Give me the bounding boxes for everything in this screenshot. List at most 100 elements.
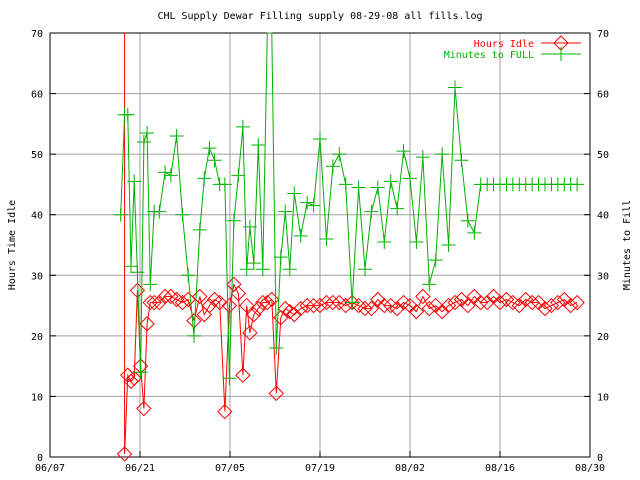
- data-point-hours-idle: [242, 325, 258, 341]
- data-point-minutes-to-full: [435, 147, 450, 162]
- x-tick-label: 07/19: [305, 463, 335, 474]
- data-point-hours-idle: [305, 297, 322, 314]
- data-point-minutes-to-full: [246, 256, 261, 271]
- data-point-hours-idle: [563, 297, 579, 314]
- data-point-minutes-to-full: [255, 262, 270, 277]
- data-point-minutes-to-full: [207, 153, 222, 168]
- data-point-hours-idle: [440, 297, 457, 314]
- data-point-minutes-to-full: [140, 125, 155, 140]
- data-point-hours-idle: [192, 288, 208, 305]
- data-point-minutes-to-full: [181, 268, 196, 283]
- data-point-minutes-to-full: [287, 186, 302, 201]
- data-point-hours-idle: [460, 297, 476, 314]
- data-point-hours-idle: [212, 294, 228, 311]
- data-point-minutes-to-full: [441, 238, 456, 252]
- data-point-minutes-to-full: [293, 228, 308, 243]
- data-point-hours-idle: [325, 294, 341, 311]
- data-point-hours-idle: [524, 294, 540, 311]
- data-point-minutes-to-full: [202, 141, 217, 156]
- data-point-minutes-to-full: [136, 135, 151, 150]
- data-point-hours-idle: [239, 297, 255, 314]
- x-tick-label: 06/07: [35, 463, 65, 474]
- data-point-minutes-to-full: [570, 177, 585, 192]
- y-axis-ticks: 0 10 20 30 40 50 60 70: [31, 29, 56, 464]
- y2-tick-label: 10: [597, 392, 609, 403]
- series-hours-idle: [116, 33, 585, 462]
- data-point-hours-idle: [312, 297, 328, 314]
- data-point-hours-idle: [217, 403, 233, 420]
- data-point-minutes-to-full: [226, 213, 241, 228]
- data-point-minutes-to-full: [120, 107, 135, 122]
- x-axis-ticks: 06/07 06/21 07/05 07/19 08/02 08/16 08/30: [35, 451, 605, 474]
- data-point-hours-idle: [543, 297, 560, 314]
- x-tick-label: 08/16: [485, 463, 515, 474]
- series-layer: [113, 32, 585, 462]
- data-point-minutes-to-full: [332, 147, 347, 162]
- data-point-hours-idle: [250, 300, 266, 317]
- data-point-minutes-to-full: [231, 168, 246, 183]
- data-point-minutes-to-full: [422, 277, 437, 292]
- data-point-hours-idle: [550, 294, 566, 311]
- data-point-minutes-to-full: [313, 132, 327, 146]
- data-point-minutes-to-full: [409, 234, 424, 249]
- data-point-minutes-to-full: [370, 180, 385, 195]
- data-point-hours-idle: [569, 294, 585, 311]
- series-minutes-to-full: [113, 32, 585, 386]
- data-point-hours-idle: [408, 303, 425, 320]
- data-point-minutes-to-full: [127, 174, 142, 189]
- data-point-minutes-to-full: [222, 371, 237, 386]
- data-point-minutes-to-full: [187, 328, 201, 343]
- data-point-minutes-to-full: [235, 119, 250, 134]
- data-point-hours-idle: [363, 300, 380, 317]
- data-point-minutes-to-full: [143, 277, 158, 292]
- data-point-hours-idle: [338, 297, 354, 314]
- x-tick-label: 08/30: [575, 463, 605, 474]
- data-point-hours-idle: [174, 294, 191, 311]
- data-point-hours-idle: [434, 303, 450, 320]
- data-point-minutes-to-full: [269, 340, 284, 355]
- data-point-minutes-to-full: [300, 195, 315, 210]
- data-point-hours-idle: [123, 373, 139, 389]
- data-point-minutes-to-full: [192, 222, 207, 237]
- data-point-hours-idle: [277, 300, 293, 317]
- data-point-minutes-to-full: [396, 144, 411, 159]
- data-point-minutes-to-full: [130, 265, 145, 280]
- data-point-hours-idle: [376, 297, 392, 314]
- data-point-hours-idle: [255, 294, 271, 311]
- data-point-hours-idle: [206, 291, 223, 308]
- data-point-hours-idle: [126, 370, 142, 386]
- data-point-minutes-to-full: [306, 198, 321, 213]
- data-point-hours-idle: [157, 288, 173, 305]
- y-tick-label: 50: [31, 150, 43, 161]
- data-point-minutes-to-full: [282, 262, 297, 277]
- data-point-minutes-to-full: [239, 262, 254, 277]
- data-point-hours-idle: [299, 297, 315, 314]
- data-point-hours-idle: [473, 294, 489, 311]
- chart-title: CHL Supply Dewar Filling supply 08-29-08…: [157, 11, 482, 22]
- data-point-hours-idle: [146, 294, 162, 311]
- data-point-hours-idle: [293, 300, 309, 317]
- x-tick-label: 07/05: [215, 463, 245, 474]
- data-point-hours-idle: [537, 300, 553, 317]
- y2-tick-label: 20: [597, 332, 609, 343]
- data-point-hours-idle: [246, 306, 262, 323]
- data-point-minutes-to-full: [454, 153, 469, 168]
- data-point-hours-idle: [235, 367, 251, 383]
- y-tick-label: 30: [31, 271, 43, 282]
- legend-label-minutes-to-full: Minutes to FULL: [444, 50, 534, 61]
- data-point-minutes-to-full: [325, 159, 340, 174]
- y2-tick-label: 40: [597, 211, 609, 222]
- y-axis-label: Hours Time Idle: [7, 200, 18, 290]
- data-point-minutes-to-full: [358, 262, 372, 277]
- data-point-minutes-to-full: [278, 204, 293, 219]
- y-tick-label: 60: [31, 90, 43, 101]
- y-tick-label: 10: [31, 392, 43, 403]
- y-tick-label: 0: [37, 453, 43, 464]
- data-point-minutes-to-full: [242, 219, 257, 234]
- data-point-hours-idle: [151, 294, 167, 311]
- data-point-minutes-to-full: [383, 174, 398, 189]
- data-point-minutes-to-full: [351, 180, 366, 195]
- data-point-hours-idle: [286, 306, 302, 323]
- data-point-minutes-to-full: [175, 207, 190, 222]
